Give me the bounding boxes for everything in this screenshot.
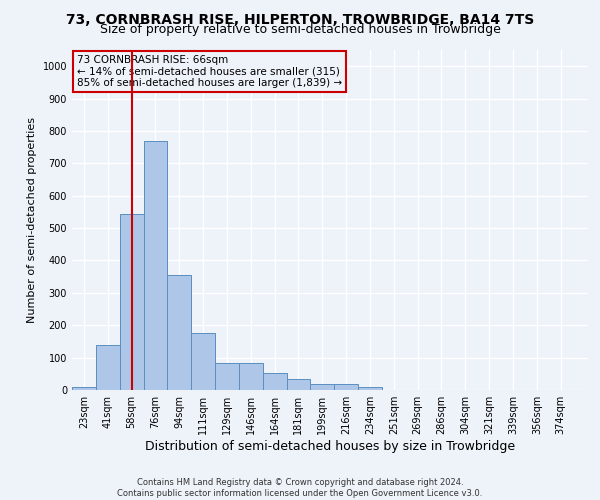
Bar [263,373,287,390]
Text: 73 CORNBRASH RISE: 66sqm
← 14% of semi-detached houses are smaller (315)
85% of : 73 CORNBRASH RISE: 66sqm ← 14% of semi-d… [77,55,342,88]
Bar [167,275,191,390]
Bar [239,364,263,390]
Y-axis label: Number of semi-detached properties: Number of semi-detached properties [27,117,37,323]
Bar [119,214,143,390]
Bar [310,384,334,390]
Text: Contains HM Land Registry data © Crown copyright and database right 2024.
Contai: Contains HM Land Registry data © Crown c… [118,478,482,498]
Bar [215,364,239,390]
Text: Size of property relative to semi-detached houses in Trowbridge: Size of property relative to semi-detach… [100,22,500,36]
X-axis label: Distribution of semi-detached houses by size in Trowbridge: Distribution of semi-detached houses by … [145,440,515,453]
Bar [358,387,382,390]
Bar [287,378,310,390]
Bar [72,387,96,390]
Bar [143,140,167,390]
Bar [334,384,358,390]
Bar [96,344,119,390]
Bar [191,334,215,390]
Text: 73, CORNBRASH RISE, HILPERTON, TROWBRIDGE, BA14 7TS: 73, CORNBRASH RISE, HILPERTON, TROWBRIDG… [66,12,534,26]
